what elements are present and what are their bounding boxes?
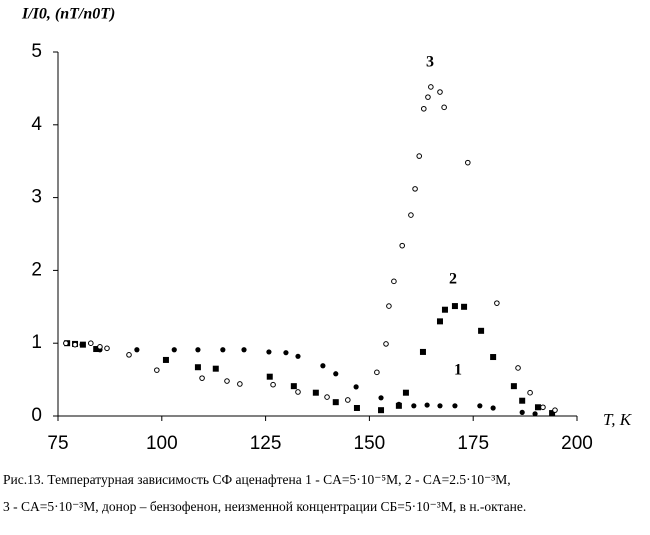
data-point xyxy=(333,371,339,377)
data-point xyxy=(295,389,301,395)
data-point xyxy=(540,404,546,411)
data-point xyxy=(212,365,219,372)
data-point xyxy=(266,349,272,355)
data-point xyxy=(320,363,326,369)
data-point xyxy=(402,389,409,396)
data-point xyxy=(162,356,169,363)
data-point xyxy=(534,404,541,411)
data-point xyxy=(494,300,500,306)
data-point xyxy=(527,389,533,396)
data-point xyxy=(97,344,103,350)
data-point xyxy=(353,404,360,411)
data-point xyxy=(72,341,78,348)
data-point xyxy=(461,303,468,310)
x-tick-label: 125 xyxy=(250,433,282,454)
data-point xyxy=(490,354,497,361)
data-point xyxy=(154,367,160,373)
data-point xyxy=(408,212,414,218)
x-tick-label: 150 xyxy=(354,433,386,454)
data-point xyxy=(515,365,521,371)
data-point xyxy=(436,318,443,325)
data-point xyxy=(290,383,297,390)
curve-label: 3 xyxy=(426,54,434,71)
curve-label: 2 xyxy=(449,271,457,288)
data-point xyxy=(383,341,389,347)
data-point xyxy=(378,407,385,414)
data-point xyxy=(324,394,330,400)
data-point xyxy=(549,410,556,417)
data-point xyxy=(428,84,434,90)
data-point xyxy=(519,409,525,415)
data-point xyxy=(345,397,351,403)
data-point xyxy=(425,94,431,100)
data-point xyxy=(171,347,177,353)
data-point xyxy=(63,340,69,347)
y-tick-label: 2 xyxy=(31,259,42,280)
data-point xyxy=(93,346,100,353)
data-point xyxy=(237,381,243,387)
data-point xyxy=(424,402,430,408)
data-point xyxy=(312,389,319,396)
data-point xyxy=(552,407,558,413)
data-point xyxy=(437,89,443,95)
data-point xyxy=(477,403,483,409)
data-point xyxy=(441,104,447,111)
data-point xyxy=(510,383,517,390)
y-tick-label: 0 xyxy=(31,405,42,426)
data-point xyxy=(437,403,443,409)
x-tick-label: 75 xyxy=(47,433,68,454)
data-point xyxy=(378,395,384,401)
data-point xyxy=(441,306,448,313)
data-point xyxy=(420,105,427,112)
data-point xyxy=(391,278,397,285)
data-point xyxy=(134,347,140,353)
data-point xyxy=(88,340,94,347)
data-point xyxy=(194,364,201,371)
x-tick-label: 175 xyxy=(457,433,489,454)
data-point xyxy=(532,411,538,417)
data-point xyxy=(419,348,426,355)
data-point xyxy=(395,402,402,409)
data-point xyxy=(416,153,423,159)
x-axis-label: T, K xyxy=(603,410,633,429)
x-tick-label: 100 xyxy=(146,433,178,454)
data-point xyxy=(224,378,230,384)
data-point xyxy=(266,373,273,380)
caption-line: 3 - CА=5·10⁻³M, донор – бензофенон, неиз… xyxy=(3,499,526,514)
data-point xyxy=(353,384,359,390)
y-tick-label: 4 xyxy=(31,114,42,135)
data-point xyxy=(478,327,485,334)
data-point xyxy=(411,403,417,409)
y-tick-label: 3 xyxy=(31,187,42,208)
data-point xyxy=(490,405,496,411)
data-point xyxy=(374,369,380,376)
data-point xyxy=(241,347,247,353)
curve-label: 1 xyxy=(454,362,462,379)
data-point xyxy=(295,353,301,359)
data-point xyxy=(332,399,339,406)
data-point xyxy=(270,381,276,388)
data-point xyxy=(195,347,201,353)
y-tick-label: 5 xyxy=(31,41,42,62)
data-point xyxy=(519,397,526,404)
data-point xyxy=(452,403,458,409)
data-point xyxy=(465,159,471,166)
y-tick-label: 1 xyxy=(31,332,42,353)
data-point xyxy=(399,242,406,249)
data-point xyxy=(104,345,110,352)
y-axis-label: I/I0, (nT/n0T) xyxy=(21,6,115,23)
data-point xyxy=(126,352,132,358)
data-point xyxy=(220,347,226,353)
caption-line: Рис.13. Температурная зависимость СФ аце… xyxy=(3,472,511,487)
data-point xyxy=(386,303,392,309)
data-point xyxy=(199,375,205,381)
data-point xyxy=(79,341,86,348)
data-point xyxy=(412,186,418,192)
data-point xyxy=(451,303,458,310)
x-tick-label: 200 xyxy=(561,433,593,454)
data-point xyxy=(283,350,289,356)
